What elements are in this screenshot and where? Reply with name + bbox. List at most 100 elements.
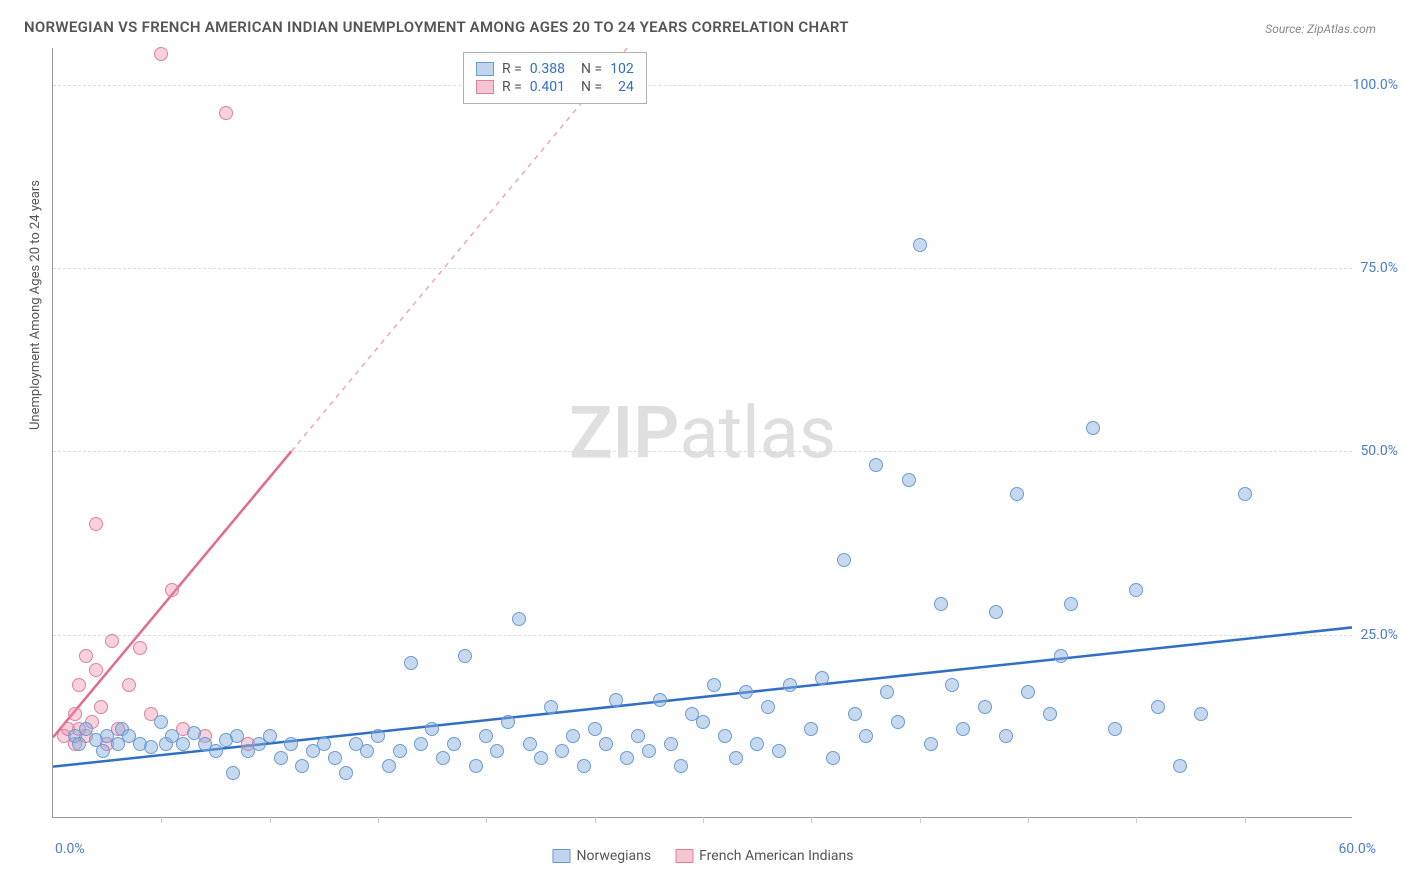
data-point: [913, 238, 927, 252]
plot-area: ZIPatlas R = 0.388 N = 102 R = 0.401 N =…: [52, 48, 1352, 818]
watermark: ZIPatlas: [569, 390, 836, 475]
data-point: [826, 751, 840, 765]
swatch-pink: [476, 80, 494, 94]
data-point: [274, 751, 288, 765]
data-point: [501, 715, 515, 729]
x-minor-tick: [703, 817, 704, 823]
data-point: [1064, 597, 1078, 611]
data-point: [105, 634, 119, 648]
data-point: [490, 744, 504, 758]
data-point: [96, 744, 110, 758]
data-point: [544, 700, 558, 714]
data-point: [469, 759, 483, 773]
data-point: [479, 729, 493, 743]
data-point: [72, 737, 86, 751]
data-point: [978, 700, 992, 714]
data-point: [436, 751, 450, 765]
data-point: [360, 744, 374, 758]
data-point: [1129, 583, 1143, 597]
data-point: [891, 715, 905, 729]
data-point: [1194, 707, 1208, 721]
data-point: [555, 744, 569, 758]
data-point: [588, 722, 602, 736]
data-point: [393, 744, 407, 758]
data-point: [295, 759, 309, 773]
data-point: [226, 766, 240, 780]
data-point: [371, 729, 385, 743]
legend-row-pink: R = 0.401 N = 24: [476, 79, 634, 95]
data-point: [219, 106, 233, 120]
correlation-legend: R = 0.388 N = 102 R = 0.401 N = 24: [463, 52, 647, 104]
x-tick-min: 0.0%: [55, 841, 85, 857]
data-point: [1238, 487, 1252, 501]
data-point: [1086, 421, 1100, 435]
n-label: N =: [581, 79, 602, 95]
data-point: [523, 737, 537, 751]
data-point: [317, 737, 331, 751]
data-point: [750, 737, 764, 751]
data-point: [945, 678, 959, 692]
data-point: [122, 678, 136, 692]
data-point: [837, 553, 851, 567]
legend-label-pink: French American Indians: [699, 848, 853, 864]
data-point: [447, 737, 461, 751]
swatch-blue: [476, 62, 494, 76]
data-point: [79, 649, 93, 663]
data-point: [534, 751, 548, 765]
data-point: [859, 729, 873, 743]
data-point: [144, 740, 158, 754]
x-minor-tick: [1028, 817, 1029, 823]
gridline: [53, 635, 1352, 636]
data-point: [664, 737, 678, 751]
data-point: [620, 751, 634, 765]
data-point: [165, 583, 179, 597]
x-minor-tick: [486, 817, 487, 823]
data-point: [815, 671, 829, 685]
data-point: [404, 656, 418, 670]
x-minor-tick: [1245, 817, 1246, 823]
data-point: [956, 722, 970, 736]
n-label: N =: [581, 61, 602, 77]
r-value-blue: 0.388: [530, 61, 565, 77]
data-point: [133, 641, 147, 655]
legend-item-blue: Norwegians: [552, 848, 651, 864]
x-tick-max: 60.0%: [1338, 841, 1376, 857]
data-point: [94, 700, 108, 714]
r-label: R =: [502, 61, 522, 77]
data-point: [609, 693, 623, 707]
data-point: [718, 729, 732, 743]
r-value-pink: 0.401: [530, 79, 565, 95]
data-point: [1043, 707, 1057, 721]
gridline: [53, 85, 1352, 86]
data-point: [209, 744, 223, 758]
y-tick-label: 25.0%: [1360, 627, 1398, 643]
gridline: [53, 268, 1352, 269]
legend-row-blue: R = 0.388 N = 102: [476, 61, 634, 77]
n-value-blue: 102: [610, 61, 634, 77]
chart-title: NORWEGIAN VS FRENCH AMERICAN INDIAN UNEM…: [24, 18, 849, 36]
y-tick-label: 75.0%: [1360, 260, 1398, 276]
y-axis-label: Unemployment Among Ages 20 to 24 years: [28, 180, 43, 430]
data-point: [1173, 759, 1187, 773]
data-point: [783, 678, 797, 692]
x-minor-tick: [595, 817, 596, 823]
data-point: [653, 693, 667, 707]
data-point: [339, 766, 353, 780]
data-point: [284, 737, 298, 751]
data-point: [934, 597, 948, 611]
data-point: [880, 685, 894, 699]
data-point: [187, 726, 201, 740]
data-point: [512, 612, 526, 626]
gridline: [53, 451, 1352, 452]
y-tick-label: 50.0%: [1360, 443, 1398, 459]
data-point: [382, 759, 396, 773]
data-point: [68, 707, 82, 721]
data-point: [804, 722, 818, 736]
data-point: [1151, 700, 1165, 714]
data-point: [72, 678, 86, 692]
data-point: [154, 715, 168, 729]
data-point: [154, 47, 168, 61]
n-value-pink: 24: [618, 79, 634, 95]
data-point: [1021, 685, 1035, 699]
x-minor-tick: [1136, 817, 1137, 823]
